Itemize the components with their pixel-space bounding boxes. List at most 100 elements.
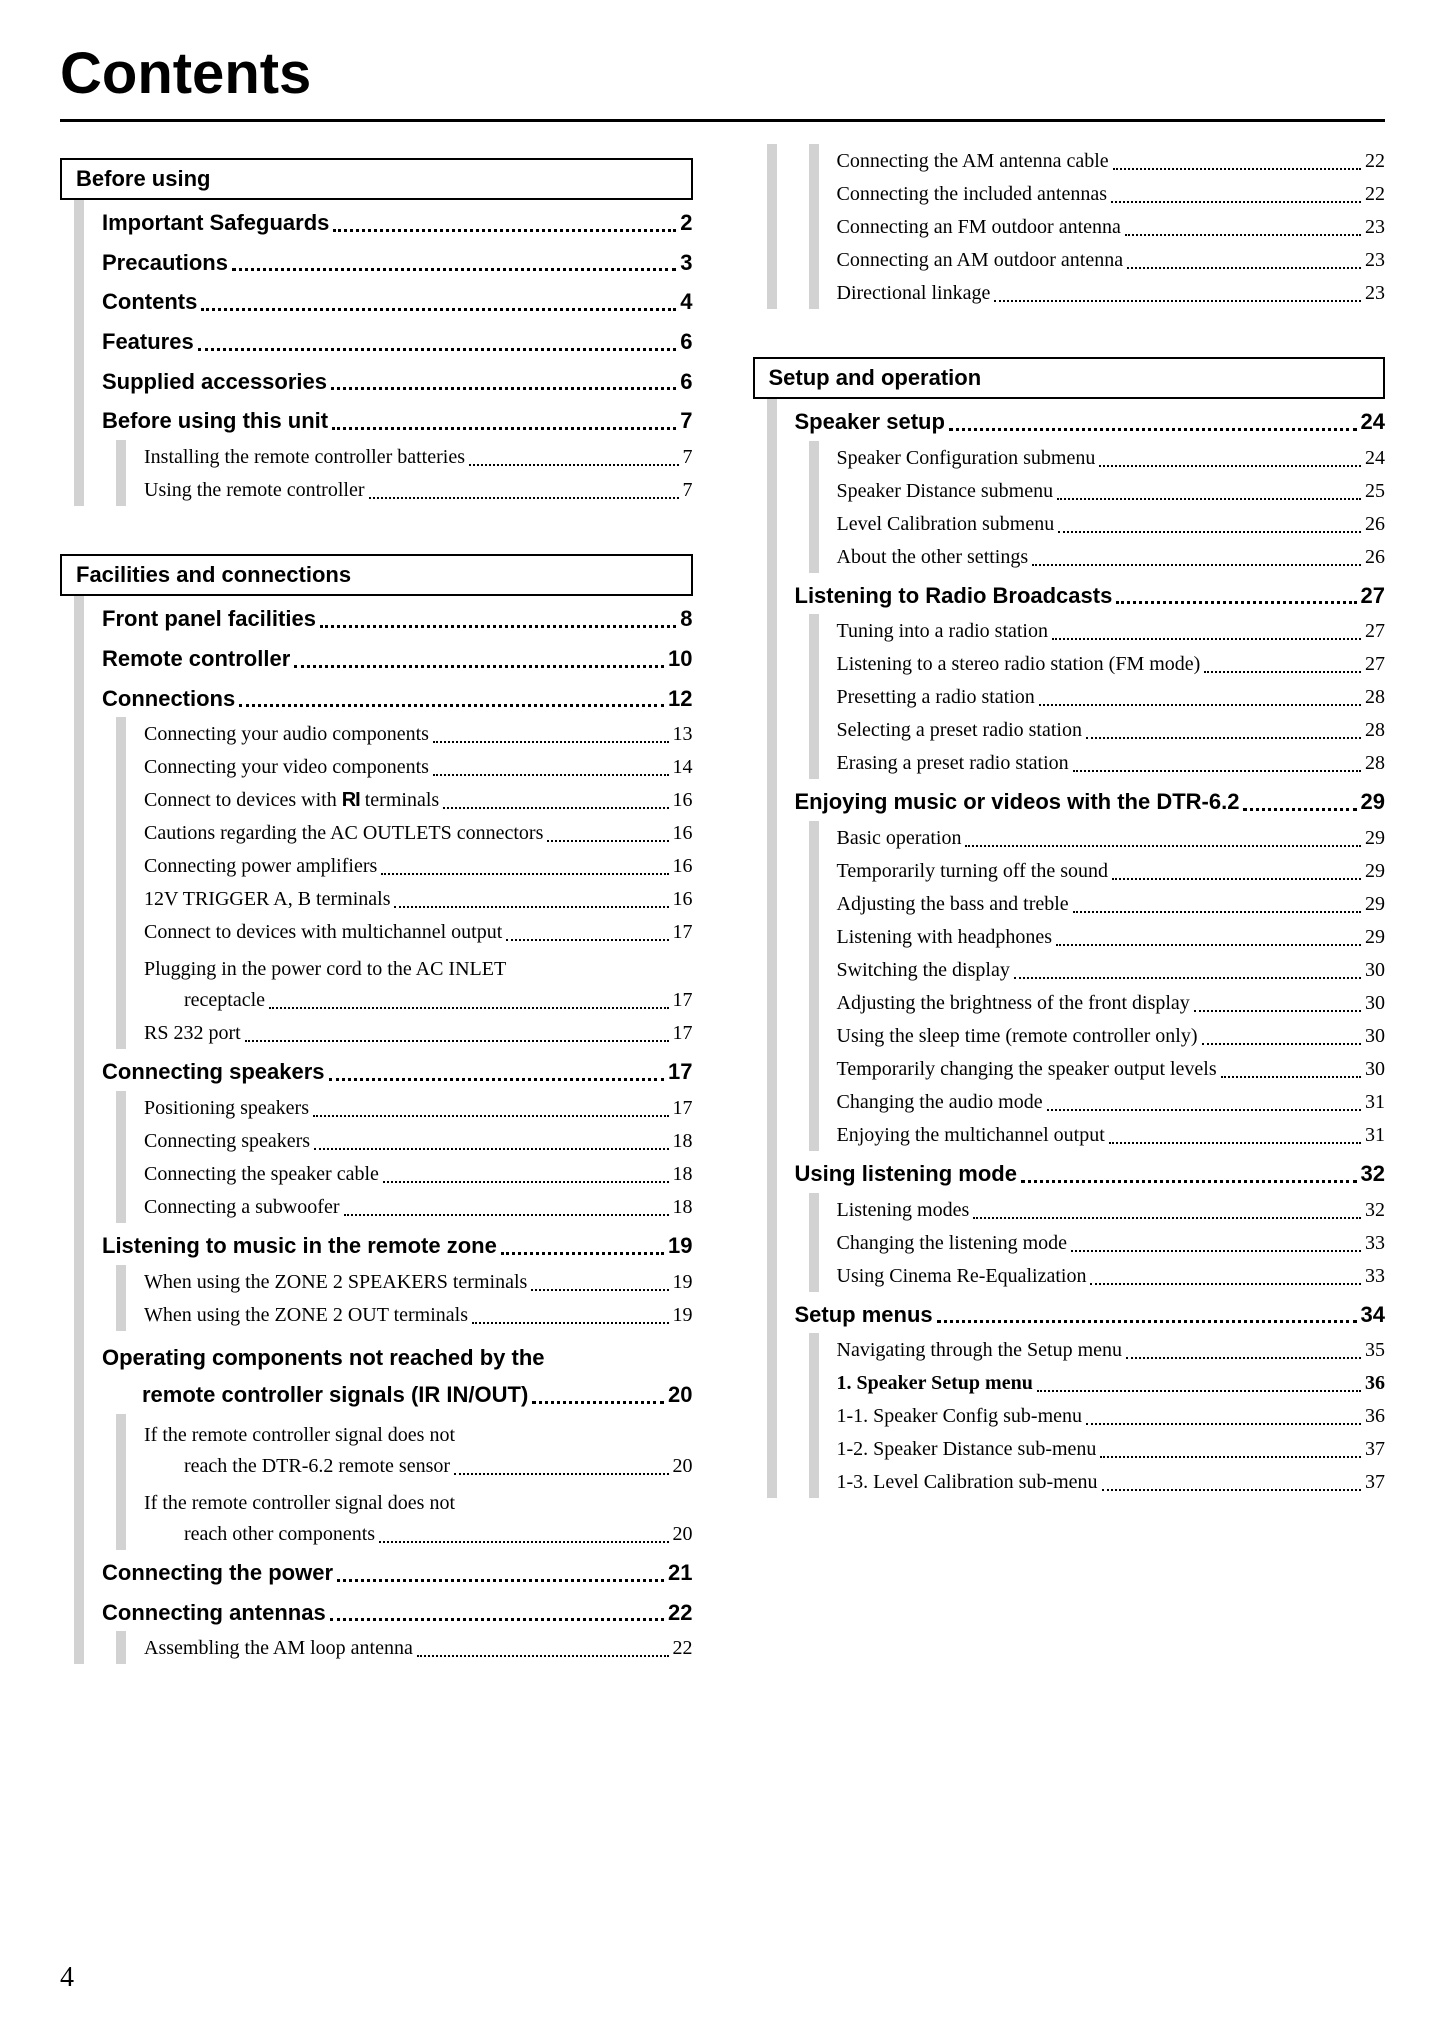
toc-leader [1127,266,1361,269]
toc-entry: Speaker Distance submenu25 [837,474,1386,507]
toc-page: 17 [673,1095,693,1122]
toc-leader [1073,769,1361,772]
toc-entry-bold: Listening to Radio Broadcasts27 [795,573,1386,613]
toc-label: Speaker Configuration submenu [837,445,1096,472]
toc-label: Navigating through the Setup menu [837,1337,1123,1364]
toc-label: Supplied accessories [102,367,327,397]
toc-page: 2 [680,208,692,238]
toc-entry-bold: Setup menus34 [795,1292,1386,1332]
toc-leader [1100,1455,1361,1458]
toc-leader [394,905,668,908]
toc-page: 35 [1365,1337,1385,1364]
toc-leader [320,624,676,628]
toc-leader [1125,233,1361,236]
section-body: Connecting the AM antenna cable22 Connect… [767,144,1386,309]
toc-entry: 1-2. Speaker Distance sub-menu37 [837,1432,1386,1465]
toc-page: 23 [1365,214,1385,241]
toc-leader [994,299,1361,302]
toc-leader [381,872,668,875]
left-column: Before usingImportant Safeguards2Precaut… [60,142,693,1664]
toc-leader [332,426,676,430]
toc-label: Connecting your video components [144,754,429,781]
toc-leader [1056,943,1361,946]
toc-page: 24 [1365,445,1385,472]
toc-leader [369,496,679,499]
toc-label: Using the remote controller [144,477,365,504]
toc-page: 7 [683,444,693,471]
toc-label: 1. Speaker Setup menu [837,1370,1033,1397]
toc-label: Enjoying the multichannel output [837,1122,1105,1149]
toc-leader [1116,600,1356,604]
toc-page: 21 [668,1558,692,1588]
toc-label: Connecting a subwoofer [144,1194,340,1221]
toc-subgroup: When using the ZONE 2 SPEAKERS terminals… [116,1265,693,1331]
toc-leader [965,844,1361,847]
toc-entry-wrap: Plugging in the power cord to the AC INL… [144,948,693,1016]
toc-entry: Adjusting the brightness of the front di… [837,986,1386,1019]
toc-label: Plugging in the power cord to the AC INL… [144,956,506,983]
toc-label: Listening to Radio Broadcasts [795,581,1113,611]
toc-page: 17 [673,919,693,946]
toc-entry: Basic operation29 [837,821,1386,854]
toc-page: 29 [1365,858,1385,885]
toc-label: Listening to music in the remote zone [102,1231,497,1261]
toc-entry: Presetting a radio station 28 [837,680,1386,713]
toc-page: 4 [680,287,692,317]
toc-label: Installing the remote controller batteri… [144,444,465,471]
toc-leader [333,228,676,232]
toc-label: Temporarily changing the speaker output … [837,1056,1217,1083]
toc-leader [949,427,1357,431]
toc-label: 12V TRIGGER A, B terminals [144,886,390,913]
toc-page: 28 [1365,717,1385,744]
toc-page: 16 [673,886,693,913]
toc-subgroup: Connecting your audio components13Connec… [116,717,693,1049]
toc-entry: Listening with headphones29 [837,920,1386,953]
toc-label: Setup menus [795,1300,933,1330]
toc-entry: About the other settings26 [837,540,1386,573]
toc-label: Speaker Distance submenu [837,478,1054,505]
toc-entry: Directional linkage23 [837,276,1386,309]
toc-leader [501,1251,664,1255]
toc-page: 32 [1365,1197,1385,1224]
toc-leader [313,1114,669,1117]
columns: Before usingImportant Safeguards2Precaut… [60,142,1385,1664]
toc-leader [1204,670,1361,673]
toc-label: When using the ZONE 2 OUT terminals [144,1302,468,1329]
section-header: Before using [60,158,693,200]
toc-entry: Enjoying the multichannel output31 [837,1118,1386,1151]
spacer [753,309,1386,341]
toc-label: Selecting a preset radio station [837,717,1082,744]
toc-label: Front panel facilities [102,604,316,634]
toc-label: Level Calibration submenu [837,511,1055,538]
toc-label: Using the sleep time (remote controller … [837,1023,1198,1050]
toc-label: Connecting the power [102,1558,333,1588]
toc-page: 29 [1365,924,1385,951]
toc-label: Presetting a radio station [837,684,1035,711]
toc-subgroup: Positioning speakers17Connecting speaker… [116,1091,693,1223]
toc-page: 6 [680,327,692,357]
toc-leader [245,1039,669,1042]
toc-page: 32 [1361,1159,1385,1189]
toc-entry: Connecting the AM antenna cable22 [837,144,1386,177]
toc-entry-bold: Features 6 [102,319,693,359]
toc-label: Operating components not reached by the [102,1343,545,1373]
toc-leader [1058,530,1361,533]
toc-entry: Connecting speakers18 [144,1124,693,1157]
toc-label: Connecting an AM outdoor antenna [837,247,1124,274]
toc-leader [1113,167,1361,170]
toc-entry: Erasing a preset radio station28 [837,746,1386,779]
toc-page: 20 [668,1380,692,1410]
toc-label: Contents [102,287,197,317]
toc-page: 19 [673,1302,693,1329]
toc-entry: Connecting power amplifiers16 [144,849,693,882]
toc-entry: Selecting a preset radio station 28 [837,713,1386,746]
toc-leader [1014,976,1361,979]
toc-leader [1021,1179,1357,1183]
toc-page: 22 [1365,148,1385,175]
toc-leader [344,1213,669,1216]
toc-leader [531,1288,668,1291]
toc-page: 28 [1365,684,1385,711]
toc-entry-bold: Precautions3 [102,240,693,280]
toc-label: Features [102,327,194,357]
page-title: Contents [60,40,1385,107]
